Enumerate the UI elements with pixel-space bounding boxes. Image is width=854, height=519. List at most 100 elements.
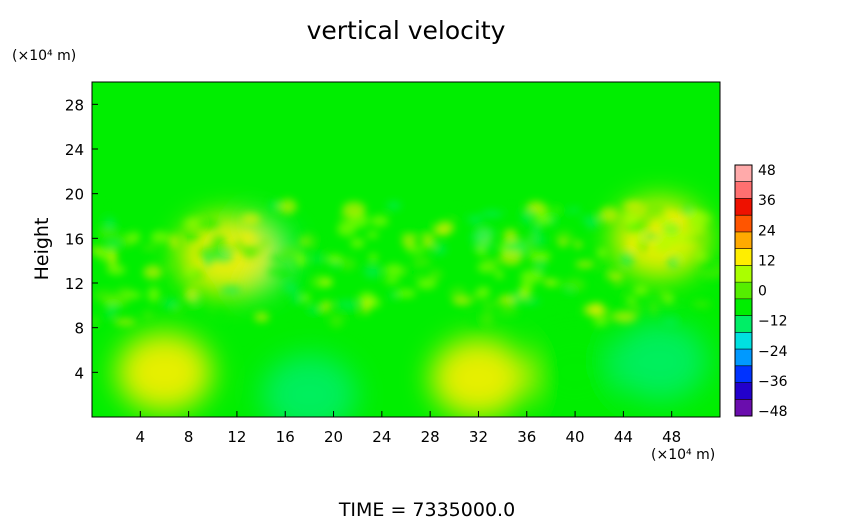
band-cell (580, 215, 602, 223)
colorbar-segment (735, 399, 752, 416)
band-cell (528, 251, 552, 260)
band-cell (634, 233, 644, 247)
band-cell (645, 203, 667, 220)
colorbar-label: 24 (758, 223, 776, 239)
band-cell (308, 305, 320, 312)
band-cell (573, 240, 583, 249)
band-cell (675, 250, 687, 260)
band-cell (368, 253, 379, 262)
band-cell (592, 318, 608, 326)
band-cell (677, 310, 688, 320)
x-tick-label: 16 (276, 428, 295, 446)
band-cell (507, 203, 516, 212)
band-cell (221, 245, 237, 252)
x-axis-unit: (×10⁴ m) (651, 447, 715, 463)
band-cell (471, 241, 495, 249)
band-cell (349, 212, 369, 229)
band-cell (633, 285, 649, 296)
band-cell (400, 269, 423, 276)
band-cell (694, 251, 707, 260)
colorbar-segment (735, 349, 752, 366)
band-cell (329, 313, 344, 328)
band-cell (383, 277, 400, 284)
colorbar-segment (735, 365, 752, 383)
band-cell (254, 312, 269, 323)
band-cell (673, 232, 695, 246)
y-tick-label: 20 (65, 186, 84, 204)
band-cell (531, 223, 542, 236)
band-cell (320, 300, 333, 311)
band-cell (544, 204, 569, 220)
band-cell (109, 249, 118, 266)
turbulent-band (92, 199, 720, 328)
band-cell (386, 200, 402, 211)
colorbar-label: 0 (758, 284, 767, 300)
band-cell (637, 214, 651, 230)
band-cell (178, 273, 191, 281)
band-cell (466, 315, 487, 328)
band-cell (519, 281, 533, 296)
band-cell (113, 318, 136, 326)
band-cell (520, 269, 544, 284)
colorbar-segment (735, 315, 752, 333)
band-cell (499, 250, 523, 266)
x-tick-label: 32 (469, 428, 488, 446)
colorbar: 48 36 24 12 0 −12 −24 −36 −48 (734, 163, 788, 420)
band-cell (421, 235, 435, 249)
band-cell (480, 210, 504, 218)
colorbar-label: 48 (758, 163, 776, 179)
band-cell (417, 224, 439, 238)
band-cell (240, 244, 264, 256)
band-cell (649, 300, 658, 316)
y-axis-unit: (×10⁴ m) (12, 48, 76, 64)
band-cell (143, 265, 162, 280)
band-cell (284, 282, 299, 294)
x-tick-label: 12 (227, 428, 246, 446)
band-cell (184, 287, 200, 303)
band-cell (585, 220, 598, 229)
band-cell (476, 286, 491, 298)
band-cell (483, 256, 499, 270)
plot-area (92, 82, 720, 417)
band-cell (343, 308, 358, 318)
x-tick-label: 44 (614, 428, 633, 446)
band-cell (141, 244, 158, 252)
band-cell (599, 206, 619, 223)
y-axis-ticks: 4 8 12 16 20 24 28 (65, 96, 98, 382)
band-cell (195, 218, 220, 230)
band-cell (692, 300, 711, 308)
band-cell (686, 210, 703, 223)
colorbar-segment (735, 298, 752, 316)
y-axis-label: Height (31, 218, 53, 281)
band-cell (496, 309, 520, 316)
band-cell (544, 278, 553, 286)
band-cell (667, 256, 679, 269)
band-cell (608, 271, 623, 282)
colorbar-label: 12 (758, 253, 776, 269)
band-cell (452, 297, 473, 306)
band-cell (658, 215, 672, 229)
colorbar-label: −48 (758, 404, 788, 420)
band-cell (241, 213, 261, 225)
colorbar-segment (735, 215, 752, 232)
colorbar-segment (735, 231, 752, 249)
band-cell (526, 201, 545, 213)
band-cell (106, 306, 115, 319)
band-cell (358, 291, 376, 306)
band-cell (467, 214, 483, 225)
band-cell (260, 239, 269, 247)
band-cell (481, 310, 494, 326)
band-cell (625, 296, 637, 304)
x-tick-label: 36 (517, 428, 536, 446)
x-tick-label: 24 (372, 428, 391, 446)
y-tick-label: 8 (74, 320, 84, 338)
band-cell (150, 231, 170, 244)
colorbar-segment (735, 265, 752, 283)
band-cell (384, 263, 405, 277)
band-cell (657, 232, 679, 240)
band-cell (361, 299, 370, 315)
band-cell (305, 278, 324, 286)
band-cell (453, 203, 462, 218)
colorbar-segment (735, 165, 752, 182)
band-cell (416, 277, 437, 290)
